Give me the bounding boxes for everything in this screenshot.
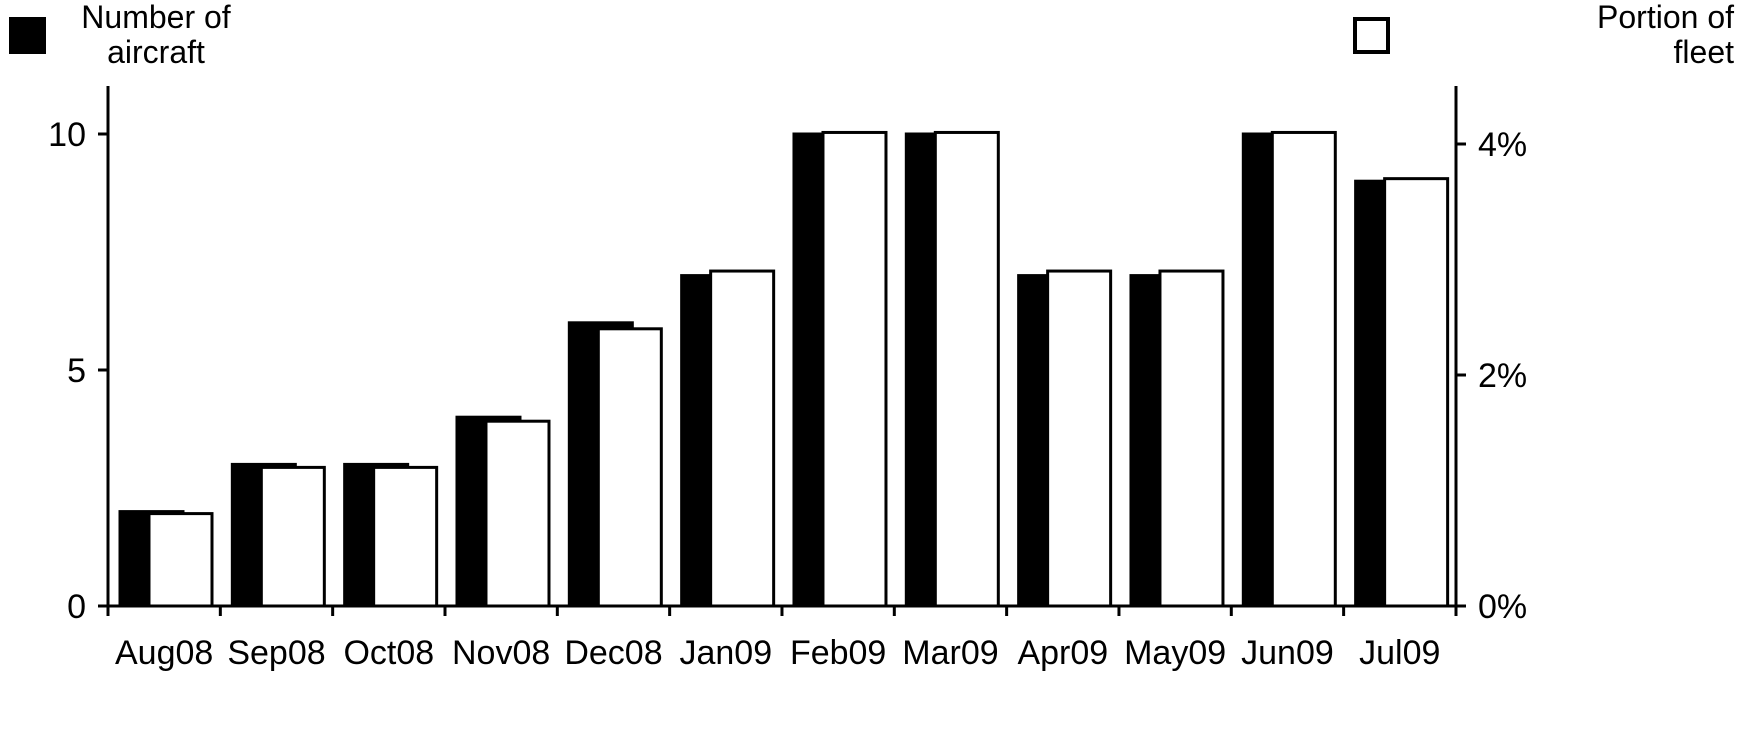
legend-swatch-portion-of-fleet [1353, 17, 1390, 54]
legend-label-portion-of-fleet: fleet [1674, 34, 1735, 70]
x-axis-category-label: Oct08 [343, 634, 434, 672]
x-axis-category-label: Apr09 [1017, 634, 1108, 672]
x-axis-category-label: Jun09 [1241, 634, 1334, 672]
bars [118, 130, 1450, 608]
bar-portion-of-fleet [1270, 130, 1337, 608]
bar-portion-of-fleet [1158, 269, 1225, 608]
legend-label-number-of-aircraft: Number of [81, 0, 231, 35]
tick-labels: 0 5 10 0% 2% 4% Aug08 Sep08 Oct08 Nov08 Dec08 Jan09… [48, 116, 1527, 672]
bar-portion-of-fleet [259, 465, 326, 608]
bar-portion-of-fleet [1383, 177, 1450, 608]
x-axis-category-label: Aug08 [115, 634, 213, 672]
left-axis-tick-label: 10 [48, 116, 86, 154]
x-axis-category-label: Jan09 [679, 634, 772, 672]
right-axis-tick-label: 0% [1478, 588, 1527, 626]
x-axis-category-label: Jul09 [1359, 634, 1440, 672]
x-axis-category-label: Nov08 [452, 634, 550, 672]
bar-portion-of-fleet [1046, 269, 1113, 608]
bar-portion-of-fleet [709, 269, 776, 608]
legend-label-portion-of-fleet: Portion of [1597, 0, 1734, 35]
bar-portion-of-fleet [933, 130, 1000, 608]
x-axis-category-label: May09 [1124, 634, 1226, 672]
x-axis-category-label: Feb09 [790, 634, 886, 672]
legend-swatch-number-of-aircraft [9, 17, 46, 54]
axes [98, 86, 1466, 616]
bar-portion-of-fleet [821, 130, 888, 608]
right-axis-tick-label: 4% [1478, 126, 1527, 164]
right-axis-tick-label: 2% [1478, 357, 1527, 395]
x-axis-category-label: Mar09 [902, 634, 998, 672]
bar-portion-of-fleet [147, 512, 214, 608]
left-axis-tick-label: 0 [67, 588, 86, 626]
x-axis-category-label: Sep08 [227, 634, 325, 672]
legend-label-number-of-aircraft: aircraft [107, 34, 205, 70]
bar-portion-of-fleet [596, 327, 663, 608]
left-axis-tick-label: 5 [67, 352, 86, 390]
bar-portion-of-fleet [372, 465, 439, 608]
x-axis-category-label: Dec08 [564, 634, 662, 672]
bar-portion-of-fleet [484, 419, 551, 608]
